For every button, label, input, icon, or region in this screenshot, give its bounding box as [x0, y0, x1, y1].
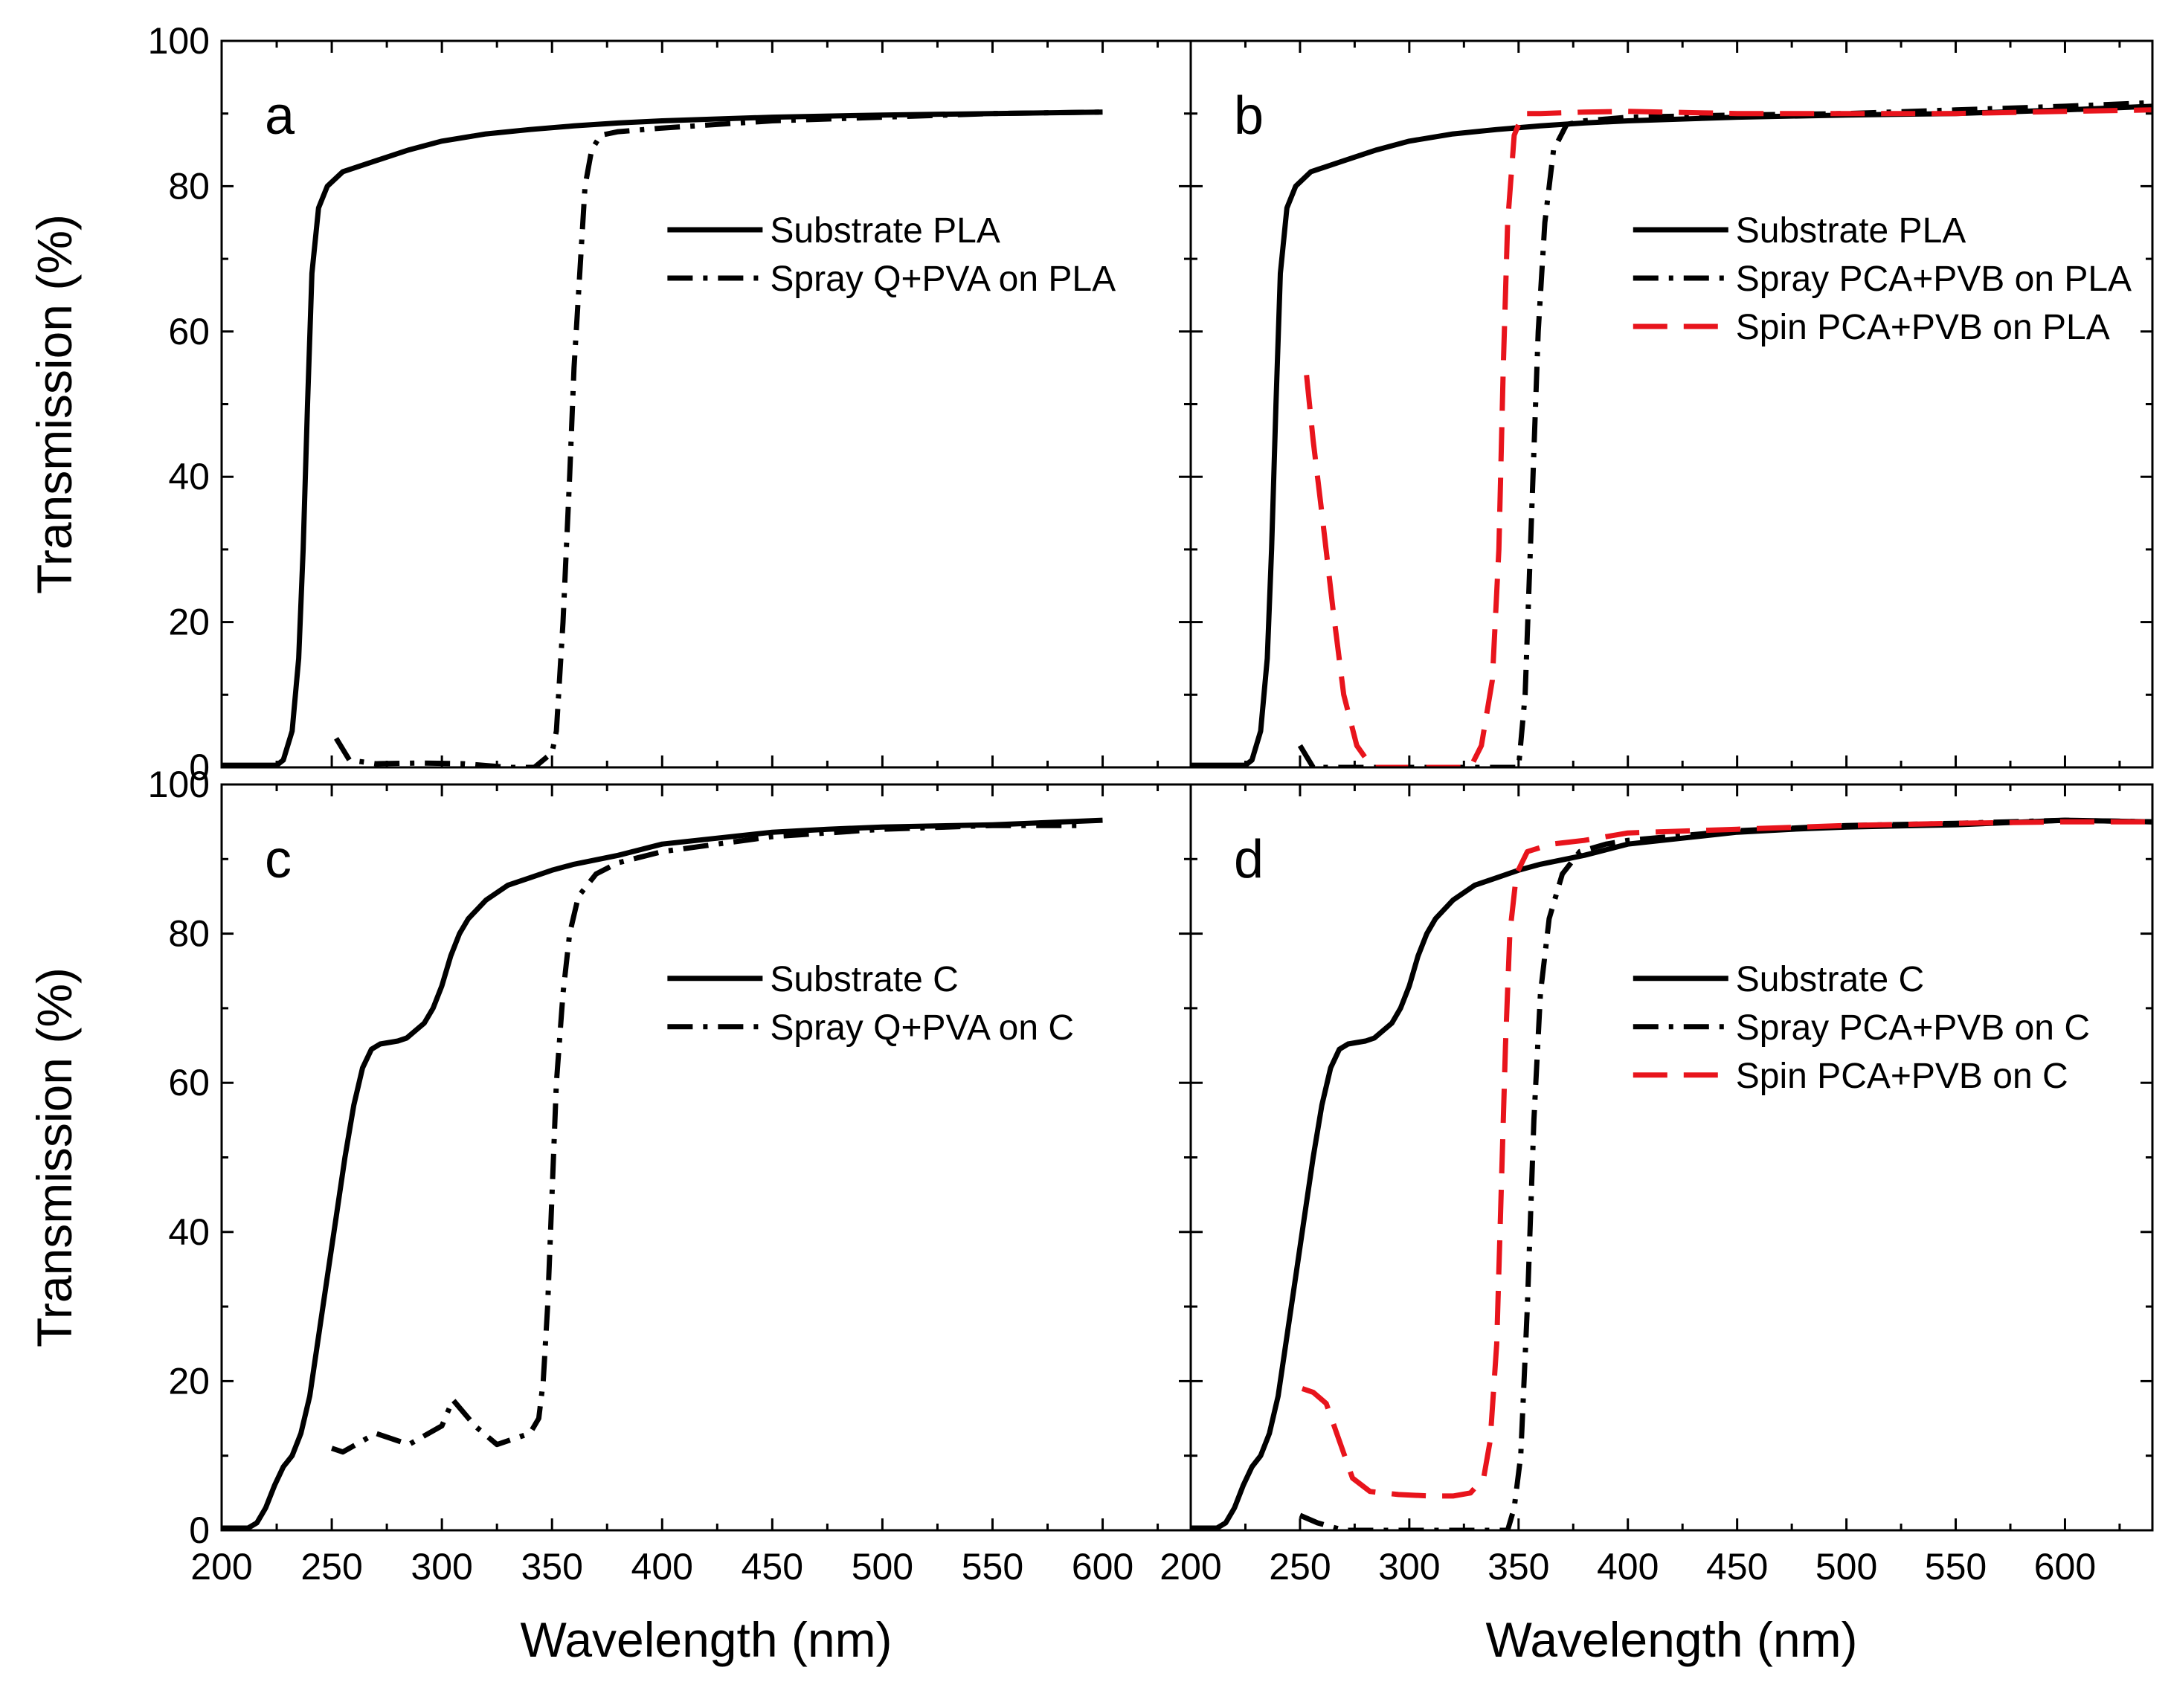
series-group-b: [1191, 100, 2152, 767]
x-axis-title: Wavelength (nm): [520, 1612, 892, 1667]
legend-a: Substrate PLA Spray Q+PVA on PLA: [667, 211, 1116, 299]
axes-frame-d: [1189, 783, 2154, 1532]
panel-letter-c: c: [265, 830, 292, 889]
y-tick-label: 80: [168, 165, 210, 207]
y-tick-label: 60: [168, 311, 210, 352]
panel-b: b Substrate PLA Spray PCA+PVB on PLA Spin P…: [1189, 39, 2154, 769]
x-tick-label: 600: [2034, 1546, 2096, 1588]
x-tick-label: 500: [852, 1546, 913, 1588]
series-line-d-0: [1191, 817, 2152, 1530]
y-tick-label: 100: [148, 20, 210, 62]
x-tick-label: 350: [1487, 1546, 1549, 1588]
x-tick-label: 350: [521, 1546, 582, 1588]
panel-c: 200 250 300 350 400 450 500 550 600 0 20 40 60 80 100 T…: [27, 764, 1192, 1667]
legend-c: Substrate C Spray Q+PVA on C: [667, 960, 1074, 1048]
series-line-b-0: [1191, 103, 2152, 767]
legend-label: Substrate PLA: [1736, 211, 1966, 251]
x-tick-label: 400: [631, 1546, 693, 1588]
legend-label: Substrate PLA: [770, 211, 1000, 251]
series-group-d: [1191, 817, 2152, 1530]
series-line-a-1: [334, 109, 1103, 767]
x-tick-label: 550: [1925, 1546, 1987, 1588]
legend-label: Substrate C: [1736, 960, 1924, 999]
x-tick-label: 550: [962, 1546, 1023, 1588]
x-tick-label: 300: [411, 1546, 472, 1588]
legend-label: Spray PCA+PVB on C: [1736, 1008, 2090, 1048]
panel-letter-b: b: [1234, 86, 1264, 146]
panel-letter-d: d: [1234, 830, 1264, 889]
legend-d: Substrate C Spray PCA+PVB on C Spin PCA+PV…: [1633, 960, 2090, 1096]
legend-b: Substrate PLA Spray PCA+PVB on PLA Spin PC…: [1633, 211, 2132, 347]
axes-frame-b: [1189, 39, 2154, 769]
panel-d: 200 250 300 350 400 450 500 550 600 Wavelength (n…: [1160, 783, 2154, 1667]
legend-label: Substrate C: [770, 960, 958, 999]
panel-a: 0 20 40 60 80 100 Transmission (%) a Substrate P…: [27, 20, 1192, 788]
y-axis-title: Transmission (%): [27, 214, 82, 594]
series-group-c: [222, 817, 1103, 1530]
axes-frame-a: [220, 39, 1192, 769]
y-tick-label: 0: [189, 747, 210, 788]
series-group-a: [222, 109, 1103, 767]
legend-label: Spray PCA+PVB on PLA: [1736, 260, 2132, 299]
y-tick-label: 0: [189, 1509, 210, 1551]
x-tick-label: 450: [742, 1546, 803, 1588]
y-tick-label: 100: [148, 764, 210, 805]
series-line-b-2: [1304, 107, 2152, 767]
legend-label: Spin PCA+PVB on C: [1736, 1057, 2068, 1096]
series-line-c-1: [330, 822, 1081, 1455]
x-tick-label: 200: [1160, 1546, 1221, 1588]
x-tick-label: 500: [1815, 1546, 1877, 1588]
y-tick-label: 80: [168, 913, 210, 955]
x-tick-label: 200: [190, 1546, 252, 1588]
x-axis-title: Wavelength (nm): [1485, 1612, 1857, 1667]
x-tick-label: 250: [300, 1546, 362, 1588]
x-tick-label: 300: [1378, 1546, 1440, 1588]
series-line-d-1: [1299, 817, 2152, 1530]
x-tick-label: 400: [1597, 1546, 1659, 1588]
panel-letter-a: a: [265, 86, 295, 146]
series-line-a-0: [222, 109, 1103, 767]
series-line-c-0: [222, 817, 1103, 1530]
y-axis-title: Transmission (%): [27, 967, 82, 1347]
legend-label: Spray Q+PVA on PLA: [770, 260, 1116, 299]
legend-label: Spin PCA+PVB on PLA: [1736, 308, 2110, 347]
y-tick-label: 20: [168, 1360, 210, 1402]
y-tick-label: 40: [168, 1211, 210, 1253]
y-tick-label: 20: [168, 602, 210, 643]
series-line-b-1: [1297, 100, 2152, 767]
legend-label: Spray Q+PVA on C: [770, 1008, 1074, 1048]
x-tick-label: 600: [1072, 1546, 1133, 1588]
x-tick-label: 250: [1269, 1546, 1331, 1588]
series-line-d-2: [1301, 819, 2152, 1499]
x-tick-label: 450: [1706, 1546, 1768, 1588]
axes-frame-c: [220, 783, 1192, 1532]
y-tick-label: 40: [168, 456, 210, 497]
y-tick-label: 60: [168, 1062, 210, 1103]
